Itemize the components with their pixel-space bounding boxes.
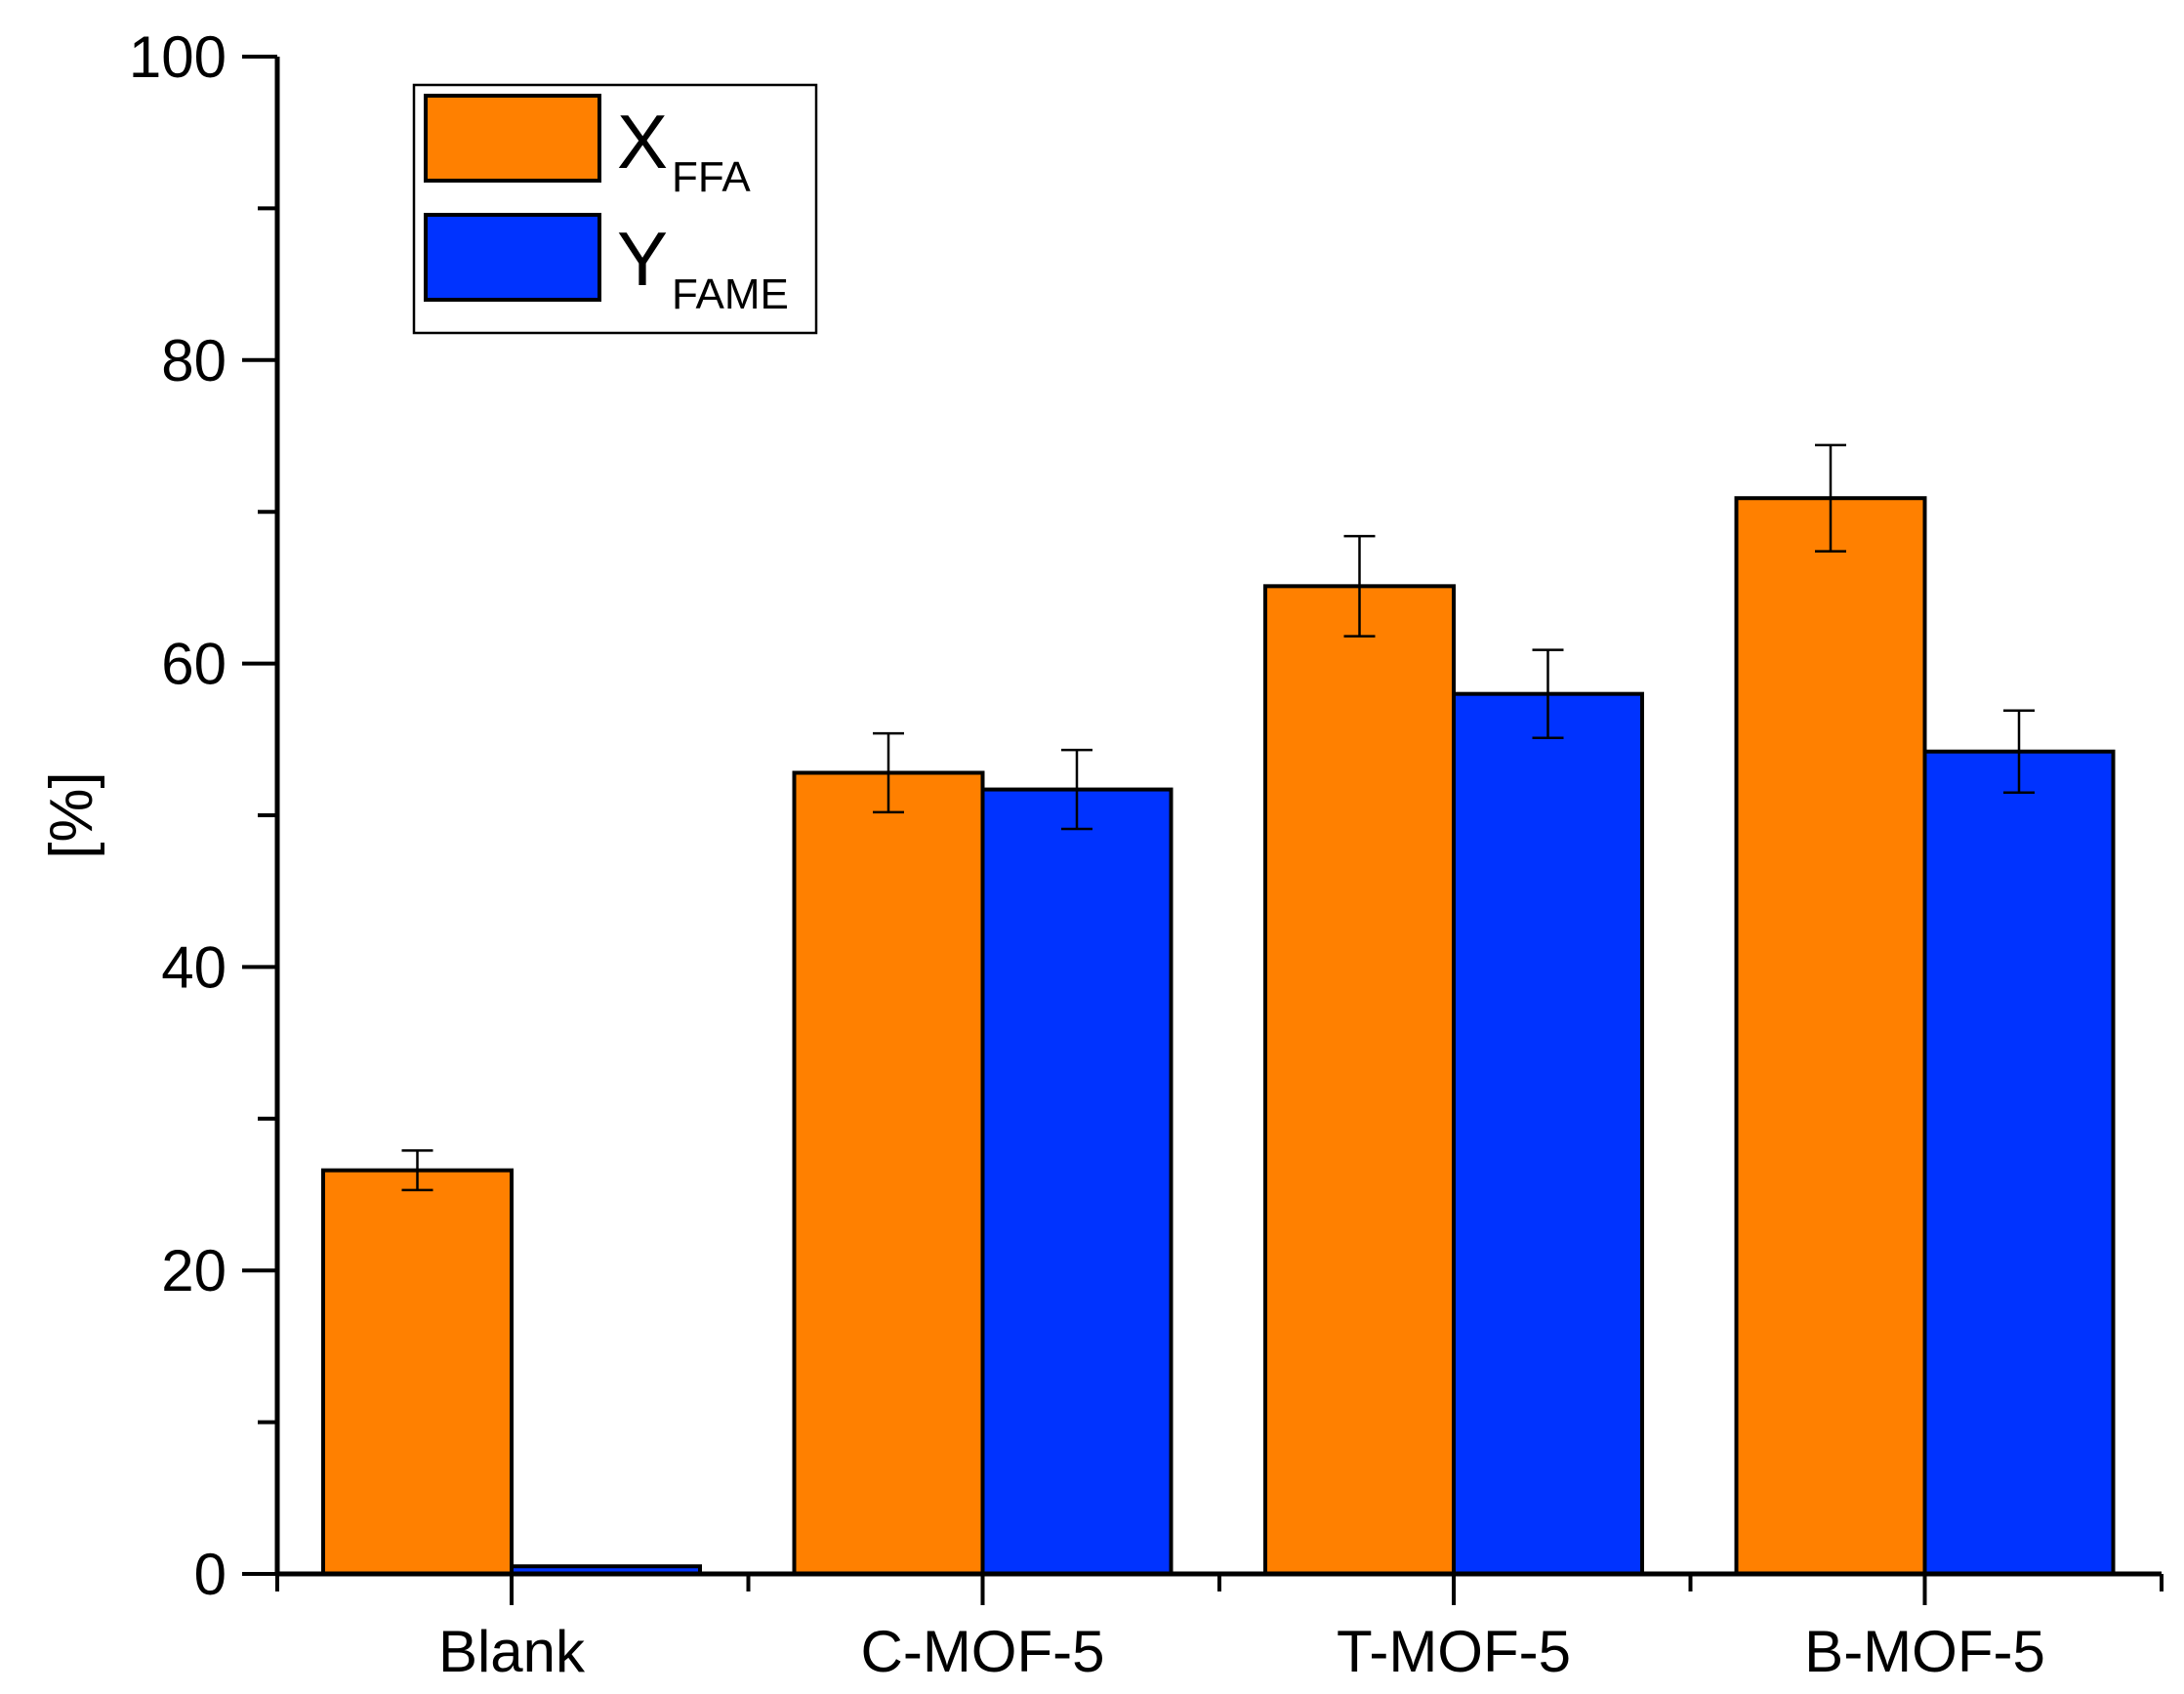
y-tick-label: 0	[194, 1542, 227, 1607]
y-ticks-layer: 0 20 40 60 80 100	[129, 24, 277, 1607]
bar-yfame-c-mof-5	[980, 787, 1174, 1576]
legend-label-yfame: YFAME	[617, 216, 789, 318]
x-ticks-layer: Blank C-MOF-5 T-MOF-5 B-MOF-5	[275, 1574, 2163, 1684]
x-tick-label: Blank	[438, 1619, 586, 1684]
bars-layer	[321, 496, 2116, 1576]
bar-xffa-b-mof-5	[1734, 496, 1927, 1576]
y-tick-label: 60	[161, 632, 227, 697]
legend-swatch-xffa	[424, 94, 601, 183]
error-bar-xffa-t-mof-5	[1343, 534, 1376, 638]
bar-xffa-c-mof-5	[792, 770, 985, 1576]
y-tick-label: 40	[161, 934, 227, 1000]
error-bar-yfame-b-mof-5	[2003, 709, 2035, 794]
error-bar-yfame-t-mof-5	[1532, 648, 1564, 739]
y-axis-label: [%]	[38, 771, 105, 859]
x-tick-label: B-MOF-5	[1804, 1619, 2045, 1684]
x-tick-label: C-MOF-5	[861, 1619, 1105, 1684]
y-tick-label: 80	[161, 328, 227, 393]
error-bar-yfame-c-mof-5	[1061, 748, 1092, 831]
legend-swatch-yfame	[424, 213, 601, 302]
bar-yfame-b-mof-5	[1922, 749, 2116, 1576]
legend: XFFA YFAME	[412, 83, 818, 335]
error-bar-xffa-b-mof-5	[1815, 443, 1846, 553]
error-bars-layer	[401, 443, 2035, 1192]
error-bar-xffa-c-mof-5	[873, 731, 904, 814]
x-tick-label: T-MOF-5	[1337, 1619, 1571, 1684]
bar-yfame-t-mof-5	[1452, 691, 1644, 1576]
error-bar-xffa-blank	[401, 1149, 433, 1192]
bar-xffa-blank	[321, 1168, 514, 1576]
y-tick-label: 20	[161, 1238, 227, 1303]
legend-label-xffa: XFFA	[617, 99, 751, 201]
y-tick-label: 100	[129, 24, 227, 90]
bar-xffa-t-mof-5	[1263, 584, 1456, 1576]
